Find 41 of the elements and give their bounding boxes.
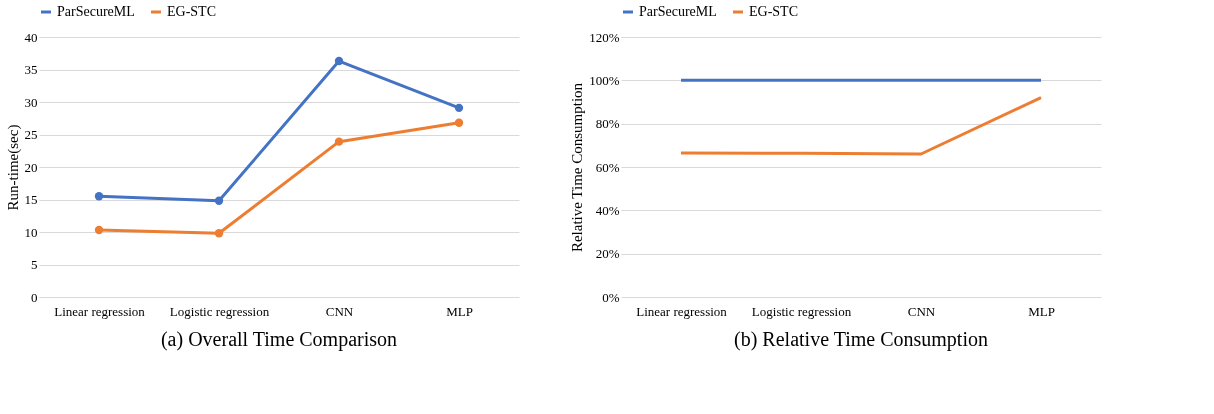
y-tick-label: 35 xyxy=(24,62,38,77)
x-tick-label: Logistic regression xyxy=(751,303,852,319)
x-tick-label: Logistic regression xyxy=(169,303,270,319)
text: (a) Overall Time Comparison xyxy=(160,328,398,351)
legend-label: EG-STC xyxy=(167,4,216,19)
legend-label: ParSecureML xyxy=(639,4,717,19)
x-tick-label: CNN xyxy=(325,303,354,319)
y-tick-label: 80% xyxy=(595,116,620,132)
point xyxy=(94,225,104,235)
y-tick-label: 5 xyxy=(31,257,38,272)
point xyxy=(454,103,464,113)
point xyxy=(454,118,464,127)
point xyxy=(334,56,344,66)
y-tick-label: 15 xyxy=(24,192,38,207)
y-tick-label: 120% xyxy=(589,29,620,45)
x-tick-label: Linear regression xyxy=(636,303,728,319)
legend-label: ParSecureML xyxy=(57,4,135,19)
text: (b) Relative Time Consumption xyxy=(734,328,988,351)
y-tick-label: 60% xyxy=(595,159,620,175)
y-tick-label: 0 xyxy=(31,289,38,305)
y-tick-label: 100% xyxy=(589,72,620,88)
y-tick-label: 25 xyxy=(24,127,38,142)
point xyxy=(214,196,224,205)
y-tick-label: 40% xyxy=(595,202,620,218)
point xyxy=(214,229,224,238)
legend-label: EG-STC xyxy=(749,4,798,19)
y-axis-title: Run-time(sec) xyxy=(4,124,22,211)
y-tick-label: 20 xyxy=(24,159,38,175)
y-tick-label: 10 xyxy=(24,224,38,240)
point xyxy=(94,192,104,201)
x-tick-label: CNN xyxy=(907,303,936,319)
y-tick-label: 0% xyxy=(602,289,620,305)
line-series xyxy=(679,96,1043,156)
y-axis-title: Relative Time Consumption xyxy=(569,82,586,253)
x-tick-label: MLP xyxy=(446,303,473,319)
y-tick-label: 40 xyxy=(24,29,38,45)
point xyxy=(334,137,344,146)
x-tick-label: Linear regression xyxy=(54,303,146,319)
y-tick-label: 30 xyxy=(24,94,38,110)
y-tick-label: 20% xyxy=(595,246,620,262)
x-tick-label: MLP xyxy=(1028,303,1055,319)
